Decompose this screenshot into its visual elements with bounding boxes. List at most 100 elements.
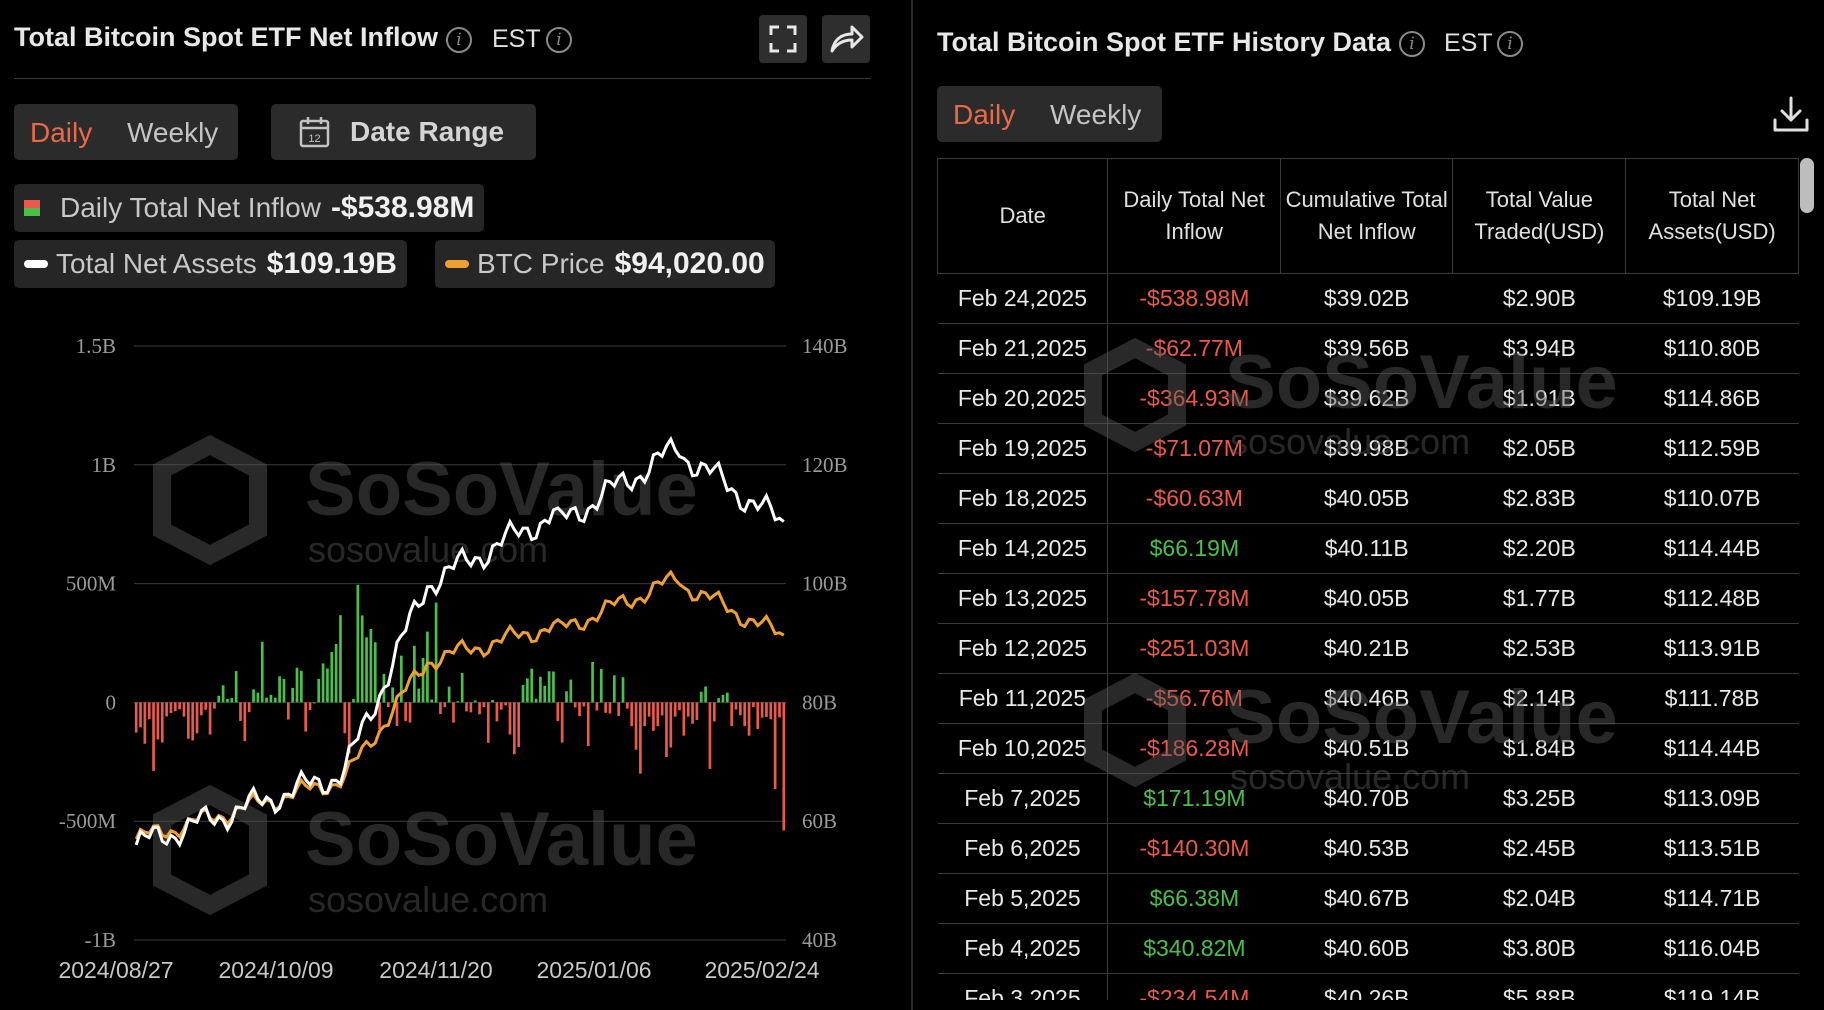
- table-row[interactable]: Feb 11,2025 -$56.76M $40.46B $2.14B $111.78B: [937, 673, 1799, 724]
- share-icon: [830, 25, 864, 53]
- table-row[interactable]: Feb 3,2025 -$234.54M $40.26B $5.88B $119.14B: [937, 973, 1799, 1000]
- chart-bar: [234, 671, 238, 703]
- table-header-row: Date Daily Total Net Inflow Cumulative T…: [937, 158, 1799, 274]
- chart-bar: [269, 694, 273, 703]
- chart-bar: [556, 702, 560, 722]
- cell-daily-inflow: -$71.07M: [1107, 423, 1281, 474]
- chart-bar: [317, 678, 321, 703]
- cell-date: Feb 14,2025: [937, 523, 1109, 574]
- chart-axis-labels: 1.5B 140B 1B 120B 500M 100B 0 80B -500M 60B -1B 40B…: [58, 334, 847, 983]
- chart-bar: [408, 702, 412, 723]
- date-range-button[interactable]: 12 Date Range: [271, 104, 536, 160]
- fullscreen-button[interactable]: [759, 15, 807, 63]
- table-scrollbar[interactable]: [1800, 158, 1814, 213]
- cell-daily-inflow: -$140.30M: [1107, 823, 1281, 874]
- chart-bar: [147, 702, 151, 720]
- table-row[interactable]: Feb 21,2025 -$62.77M $39.56B $3.94B $110.80B: [937, 323, 1799, 374]
- cell-daily-inflow: -$364.93M: [1107, 373, 1281, 424]
- chart-bar: [278, 676, 281, 703]
- table-row[interactable]: Feb 19,2025 -$71.07M $39.98B $2.05B $112.59B: [937, 423, 1799, 474]
- table-row[interactable]: Feb 10,2025 -$186.28M $40.51B $1.84B $114.44…: [937, 723, 1799, 774]
- table-row[interactable]: Feb 24,2025 -$538.98M $39.02B $2.90B $109.19…: [937, 273, 1799, 324]
- tab-daily[interactable]: Daily: [30, 117, 93, 148]
- chart-bar: [708, 702, 712, 769]
- y-left-tick-label: -500M: [59, 809, 116, 833]
- cell-date: Feb 5,2025: [937, 873, 1109, 924]
- chart-bar: [239, 702, 242, 721]
- watermark-logo-icon: [153, 784, 267, 916]
- chart-bar: [226, 698, 229, 703]
- chart-bar: [552, 671, 555, 703]
- chart-bar: [339, 615, 342, 703]
- chart-bar: [604, 702, 607, 713]
- cell-cumulative: $40.67B: [1280, 873, 1453, 924]
- cell-cumulative: $39.62B: [1280, 373, 1453, 424]
- info-icon[interactable]: i: [546, 27, 572, 53]
- chart-bar: [378, 702, 381, 730]
- info-icon[interactable]: i: [1497, 31, 1523, 57]
- column-header-value-traded: Total Value Traded(USD): [1452, 158, 1627, 274]
- chart-bar: [386, 702, 390, 708]
- cell-date: Feb 4,2025: [937, 923, 1109, 974]
- history-table-container[interactable]: Date Daily Total Net Inflow Cumulative T…: [937, 158, 1799, 1000]
- table-row[interactable]: Feb 7,2025 $171.19M $40.70B $3.25B $113.09B: [937, 773, 1799, 824]
- column-header-cumulative: Cumulative Total Net Inflow: [1279, 158, 1454, 274]
- history-tab-daily[interactable]: Daily: [953, 99, 1016, 130]
- cell-value-traded: $2.83B: [1452, 473, 1626, 524]
- column-header-date: Date: [937, 158, 1109, 274]
- chart-bar: [213, 702, 216, 709]
- net-inflow-chart[interactable]: SoSoValuesosovalue.comSoSoValuesosovalue…: [0, 320, 900, 1010]
- cell-value-traded: $2.04B: [1452, 873, 1626, 924]
- history-timezone-label: EST: [1444, 29, 1493, 57]
- cell-date: Feb 10,2025: [937, 723, 1109, 774]
- chart-bar: [395, 702, 399, 726]
- y-left-tick-label: -1B: [85, 928, 117, 952]
- legend-price-swatch: [445, 260, 469, 268]
- share-button[interactable]: [822, 15, 870, 63]
- chart-bar: [404, 702, 408, 722]
- chart-bar: [669, 702, 673, 748]
- table-row[interactable]: Feb 6,2025 -$140.30M $40.53B $2.45B $113.51B: [937, 823, 1799, 874]
- table-row[interactable]: Feb 14,2025 $66.19M $40.11B $2.20B $114.44B: [937, 523, 1799, 574]
- cell-value-traded: $1.91B: [1452, 373, 1626, 424]
- table-row[interactable]: Feb 20,2025 -$364.93M $39.62B $1.91B $114.86…: [937, 373, 1799, 424]
- cell-date: Feb 3,2025: [937, 973, 1109, 1000]
- cell-cumulative: $39.02B: [1280, 273, 1453, 324]
- chart-bar: [460, 672, 464, 703]
- download-icon[interactable]: [1771, 94, 1811, 134]
- chart-bar: [321, 663, 325, 703]
- cell-daily-inflow: $66.38M: [1107, 873, 1281, 924]
- chart-bar: [391, 687, 394, 703]
- table-row[interactable]: Feb 18,2025 -$60.63M $40.05B $2.83B $110.07B: [937, 473, 1799, 524]
- chart-watermark: SoSoValuesosovalue.comSoSoValuesosovalue…: [153, 434, 698, 920]
- chart-bar: [313, 702, 316, 704]
- legend-assets[interactable]: Total Net Assets $109.19B: [14, 240, 407, 288]
- chart-bar: [543, 685, 547, 703]
- x-tick-label: 2025/02/24: [704, 957, 819, 983]
- chart-bar: [517, 702, 521, 748]
- chart-bar: [778, 702, 781, 718]
- chart-bar: [504, 702, 507, 706]
- table-row[interactable]: Feb 13,2025 -$157.78M $40.05B $1.77B $112.48…: [937, 573, 1799, 624]
- table-row[interactable]: Feb 12,2025 -$251.03M $40.21B $2.53B $113.91…: [937, 623, 1799, 674]
- chart-bar: [573, 702, 577, 708]
- chart-bar: [608, 702, 612, 714]
- chart-bar: [413, 645, 416, 703]
- chart-bar: [208, 702, 212, 735]
- chart-bar: [217, 695, 221, 703]
- legend-price[interactable]: BTC Price $94,020.00: [435, 240, 775, 288]
- cell-value-traded: $2.20B: [1452, 523, 1626, 574]
- chart-bar: [647, 702, 651, 717]
- cell-date: Feb 19,2025: [937, 423, 1109, 474]
- info-icon[interactable]: i: [446, 27, 472, 53]
- legend-inflow[interactable]: Daily Total Net Inflow -$538.98M: [14, 184, 485, 232]
- history-tab-weekly[interactable]: Weekly: [1050, 99, 1142, 130]
- tab-weekly[interactable]: Weekly: [127, 117, 219, 148]
- info-icon[interactable]: i: [1399, 31, 1425, 57]
- table-row[interactable]: Feb 4,2025 $340.82M $40.60B $3.80B $116.04B: [937, 923, 1799, 974]
- chart-bar: [621, 677, 625, 703]
- table-row[interactable]: Feb 5,2025 $66.38M $40.67B $2.04B $114.71B: [937, 873, 1799, 924]
- legend-assets-swatch: [24, 260, 48, 268]
- panel-divider: [911, 0, 913, 1010]
- chart-bar: [591, 662, 594, 703]
